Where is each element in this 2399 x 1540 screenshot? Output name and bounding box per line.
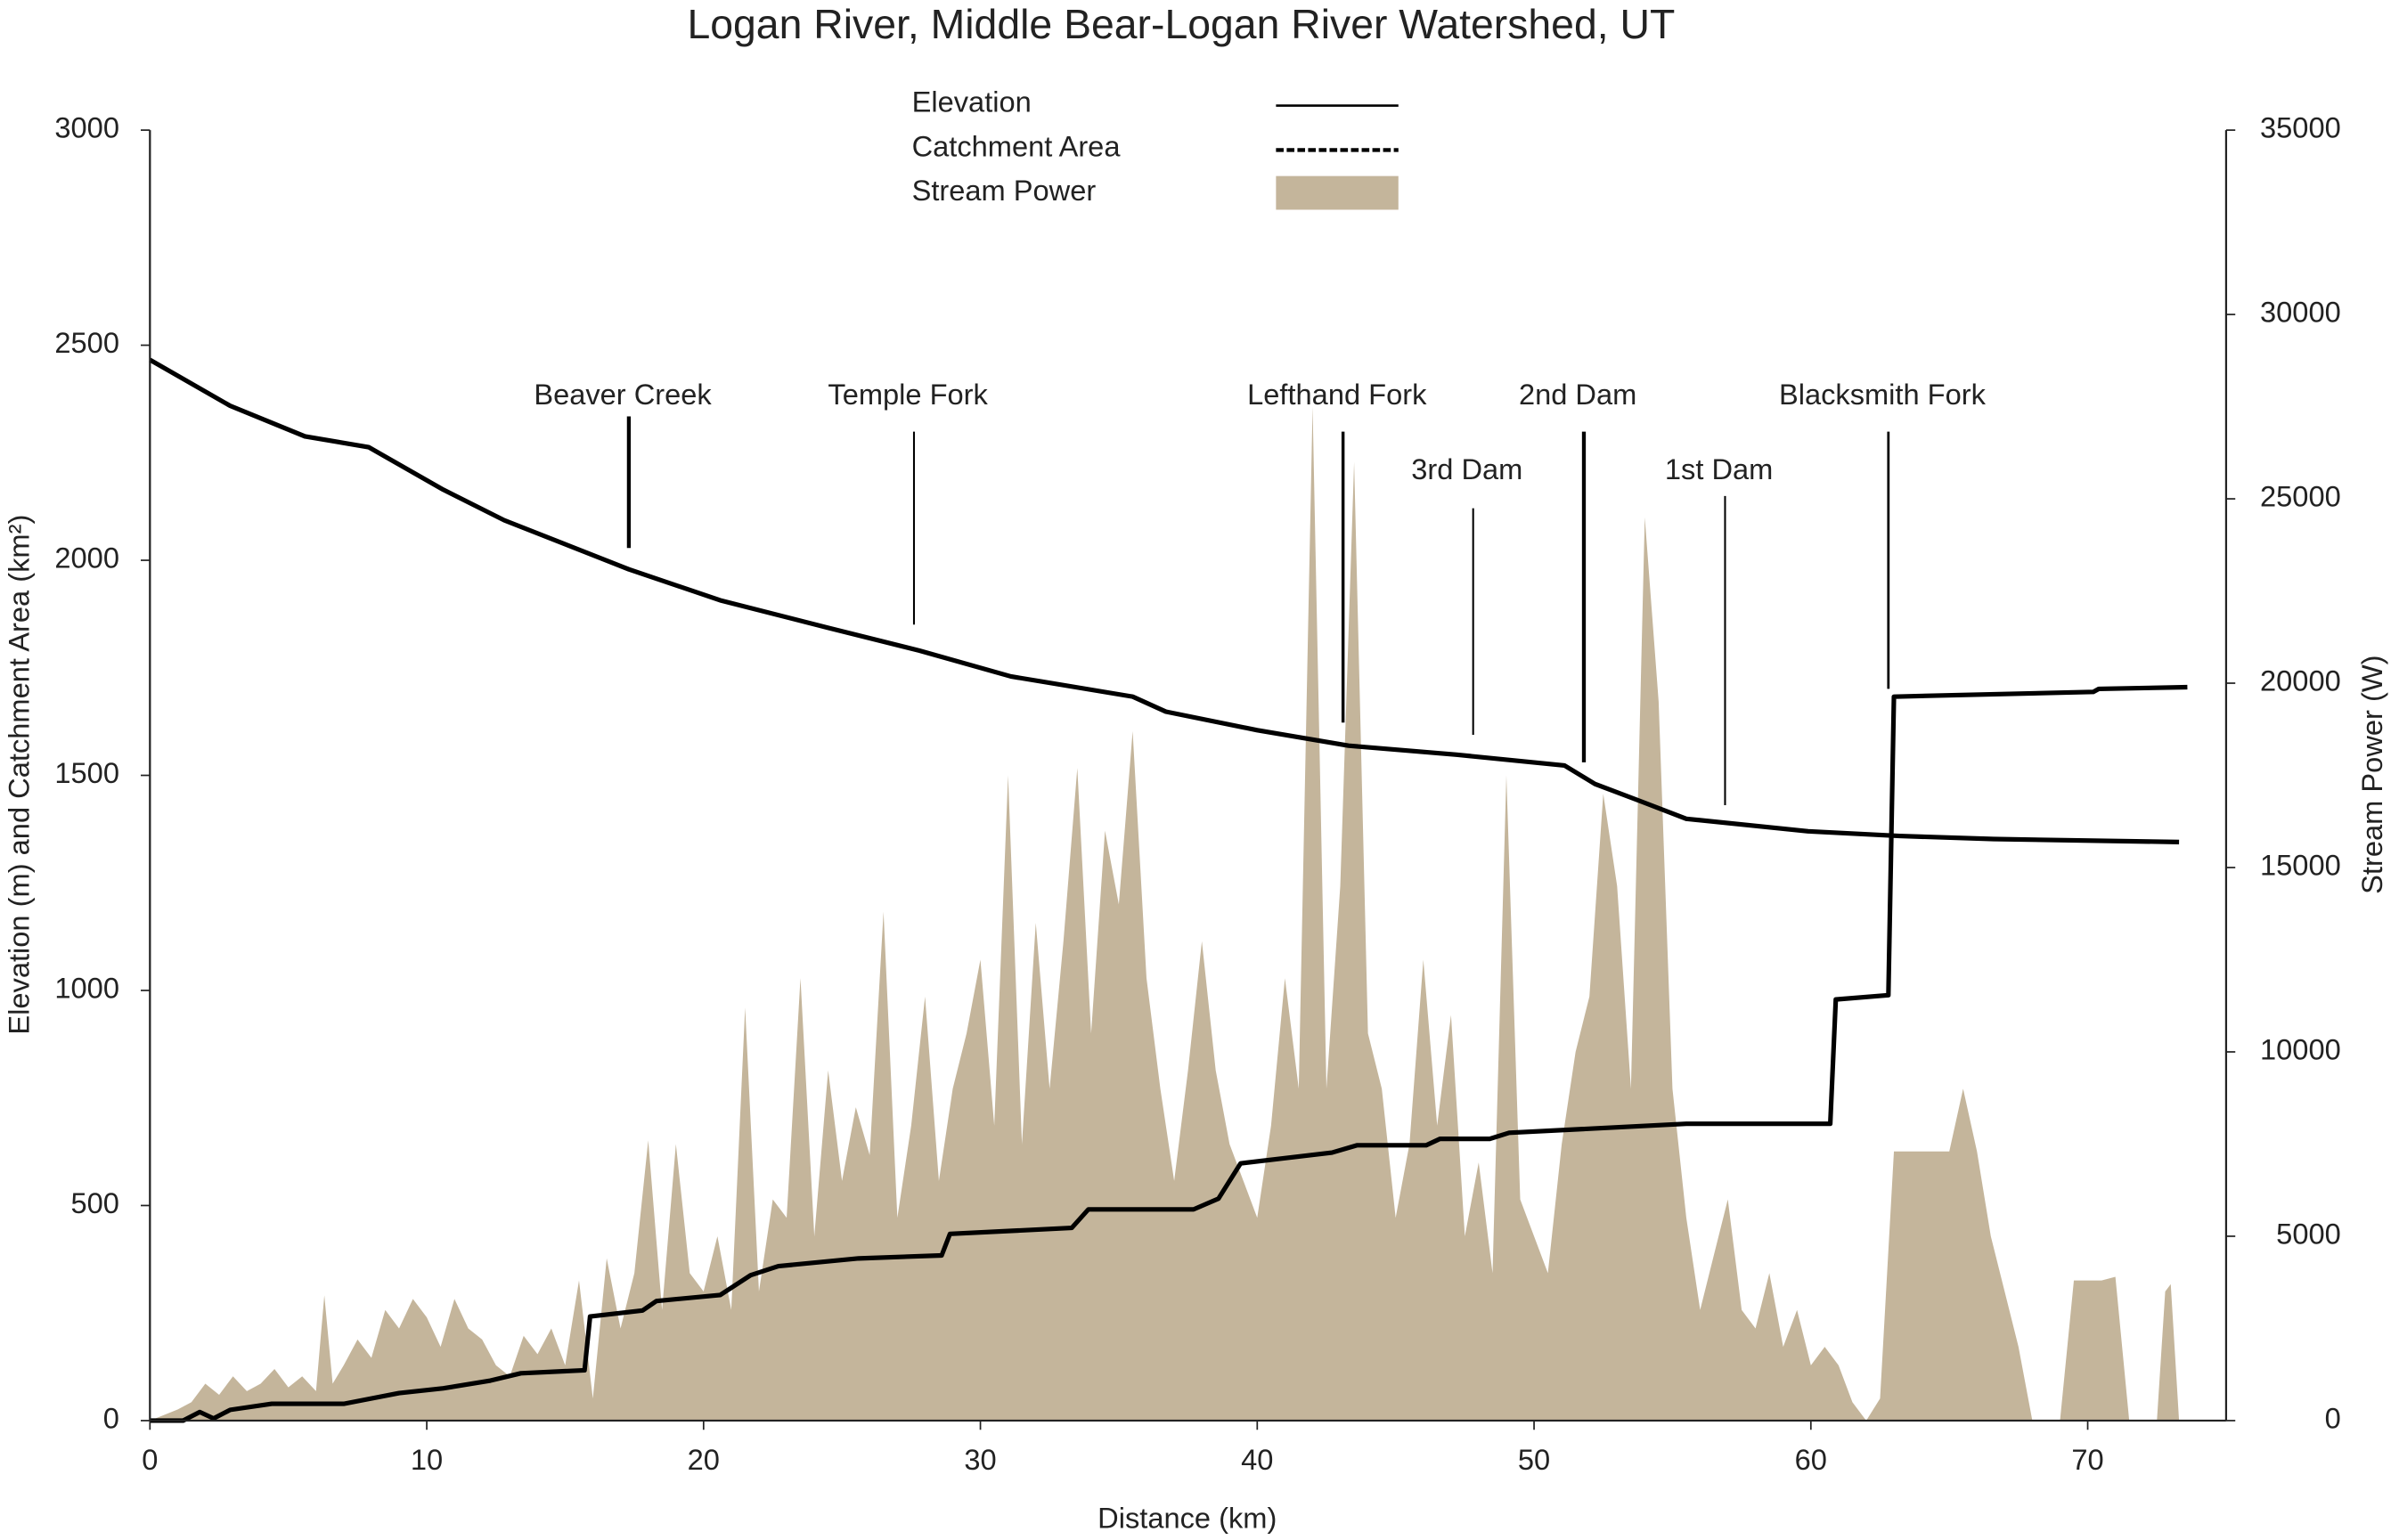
legend-swatch <box>1276 175 1399 210</box>
x-tick-label: 60 <box>1795 1443 1827 1476</box>
series-line <box>150 684 2188 1423</box>
x-tick-label: 50 <box>1518 1443 1550 1476</box>
plot-area <box>149 357 2188 1423</box>
y2-tick-label: 35000 <box>2260 111 2341 144</box>
legend-label: Elevation <box>912 85 1032 118</box>
y2-tick-label: 0 <box>2325 1402 2341 1435</box>
y2-tick-label: 30000 <box>2260 296 2341 329</box>
annotation-label: Blacksmith Fork <box>1779 378 1987 411</box>
y-tick-label: 1000 <box>54 972 119 1005</box>
annotation-label: 1st Dam <box>1665 452 1773 485</box>
legend-label: Catchment Area <box>912 129 1122 162</box>
y-tick-label: 2000 <box>54 542 119 574</box>
x-tick-label: 30 <box>964 1443 996 1476</box>
x-axis-label: Distance (km) <box>1098 1501 1277 1534</box>
y2-tick-label: 5000 <box>2276 1218 2341 1251</box>
y-tick-label: 0 <box>103 1402 119 1435</box>
x-tick-label: 0 <box>142 1443 158 1476</box>
y-axis-label: Elevation (m) and Catchment Area (km²) <box>3 515 36 1035</box>
annotation-label: Beaver Creek <box>534 378 712 411</box>
y2-tick-label: 25000 <box>2260 480 2341 513</box>
y-tick-label: 3000 <box>54 111 119 144</box>
y2-axis-label: Stream Power (W) <box>2355 655 2388 893</box>
annotation-label: 3rd Dam <box>1411 452 1522 485</box>
annotation-label: Lefthand Fork <box>1247 378 1427 411</box>
y-tick-label: 2500 <box>54 326 119 359</box>
legend-label: Stream Power <box>912 174 1097 207</box>
annotation-label: 2nd Dam <box>1519 378 1636 411</box>
series-line <box>149 357 2180 844</box>
x-tick-label: 10 <box>411 1443 443 1476</box>
y2-tick-label: 10000 <box>2260 1033 2341 1066</box>
x-tick-label: 20 <box>688 1443 720 1476</box>
y-tick-label: 1500 <box>54 756 119 789</box>
annotation-label: Temple Fork <box>828 378 988 411</box>
x-tick-label: 70 <box>2071 1443 2103 1476</box>
stream-power-area <box>150 406 2180 1421</box>
chart-title: Logan River, Middle Bear-Logan River Wat… <box>687 1 1675 47</box>
y2-tick-label: 15000 <box>2260 849 2341 882</box>
x-tick-label: 40 <box>1241 1443 1273 1476</box>
y2-tick-label: 20000 <box>2260 664 2341 697</box>
y-tick-label: 500 <box>71 1186 119 1219</box>
